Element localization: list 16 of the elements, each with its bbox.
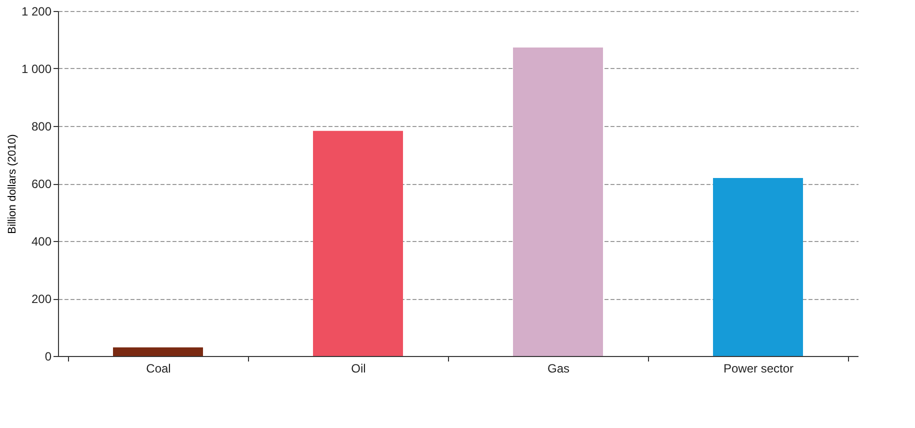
y-tick-label: 600	[31, 177, 52, 191]
bar	[313, 130, 403, 356]
bar	[113, 347, 203, 356]
y-tick-label: 400	[31, 234, 52, 248]
y-tick-label: 0	[44, 350, 52, 364]
x-tick-label: Power sector	[723, 362, 794, 376]
x-tick-label: Gas	[547, 362, 570, 376]
y-tick-label: 1 000	[21, 62, 52, 76]
bar	[513, 48, 603, 356]
bar	[713, 178, 803, 356]
y-tick-label: 800	[31, 120, 52, 134]
y-tick-label: 200	[31, 292, 52, 306]
y-axis-title: Billion dollars (2010)	[6, 134, 18, 234]
y-tick-label: 1 200	[21, 4, 52, 18]
x-tick-label: Coal	[146, 362, 171, 376]
x-tick-label: Oil	[351, 362, 366, 376]
